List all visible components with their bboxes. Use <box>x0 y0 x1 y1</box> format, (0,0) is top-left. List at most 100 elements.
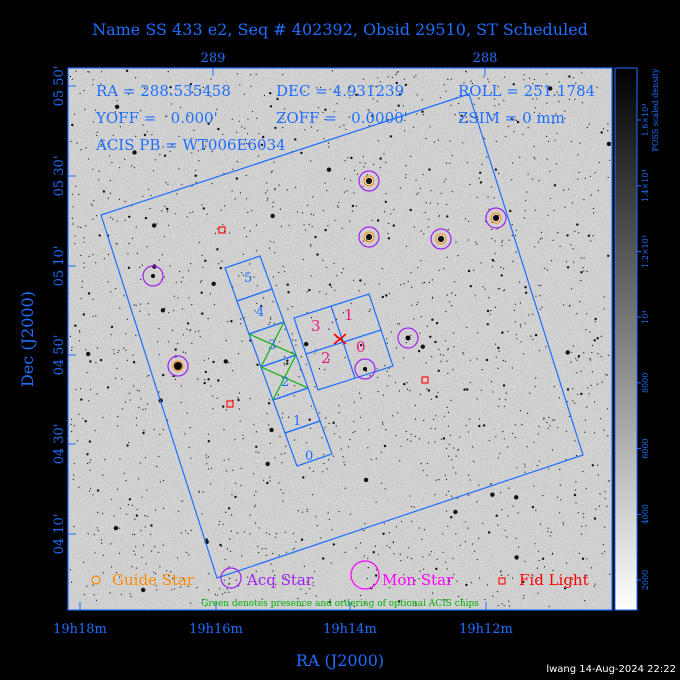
background-star <box>97 530 99 532</box>
background-star <box>363 529 365 532</box>
background-star <box>223 429 225 431</box>
background-star <box>488 208 490 210</box>
background-star <box>216 248 219 251</box>
background-star <box>607 130 609 132</box>
background-star <box>402 357 405 359</box>
background-star <box>520 341 522 343</box>
background-star <box>76 440 78 442</box>
background-star <box>126 318 128 320</box>
background-star <box>89 360 92 363</box>
background-star <box>537 241 540 243</box>
background-star <box>354 430 356 433</box>
background-star <box>88 71 90 73</box>
background-star <box>304 129 306 131</box>
background-star <box>363 166 365 168</box>
background-star <box>368 110 370 112</box>
background-star <box>211 183 213 185</box>
background-star <box>503 268 505 270</box>
background-star <box>498 172 500 174</box>
background-star <box>539 308 541 310</box>
background-star <box>163 154 167 157</box>
background-star <box>195 169 197 171</box>
background-star <box>421 538 423 540</box>
background-star <box>555 113 557 115</box>
background-star <box>403 283 405 285</box>
background-star <box>243 93 245 95</box>
background-star <box>515 251 517 253</box>
background-star <box>574 402 576 404</box>
background-star <box>216 108 218 110</box>
background-star <box>523 594 525 597</box>
background-star <box>72 206 74 208</box>
background-star <box>237 396 239 399</box>
background-star <box>291 351 293 353</box>
background-star <box>315 595 317 597</box>
background-star <box>547 531 549 533</box>
background-star <box>511 162 514 164</box>
background-star <box>223 459 225 461</box>
background-star <box>88 255 90 257</box>
background-star <box>465 71 467 73</box>
background-star <box>364 602 366 605</box>
background-star <box>269 480 271 482</box>
background-star <box>395 347 398 349</box>
background-star <box>366 577 368 580</box>
background-star <box>594 317 597 321</box>
background-star <box>416 113 418 115</box>
background-star <box>80 388 82 390</box>
background-star <box>267 197 269 199</box>
background-star <box>501 509 503 511</box>
background-star <box>242 438 244 440</box>
background-star <box>606 408 609 410</box>
background-star <box>181 500 183 502</box>
background-star <box>552 419 554 421</box>
background-star <box>221 545 223 547</box>
background-star <box>451 305 453 307</box>
background-star <box>238 408 241 410</box>
ra-tick-0: 19h18m <box>53 622 107 637</box>
background-star <box>455 533 457 535</box>
background-star <box>494 168 498 171</box>
background-star <box>400 559 402 562</box>
background-star <box>466 388 469 391</box>
background-star <box>121 378 123 380</box>
background-star <box>385 193 387 195</box>
background-star <box>207 456 209 458</box>
background-star <box>371 114 374 118</box>
background-star <box>400 284 402 286</box>
background-star <box>456 580 458 582</box>
background-star <box>589 331 591 333</box>
background-star <box>190 263 192 265</box>
background-star <box>435 479 437 481</box>
background-star <box>431 297 434 299</box>
background-star <box>488 297 490 299</box>
background-star <box>392 224 395 227</box>
background-star <box>497 346 500 350</box>
background-star <box>375 86 377 88</box>
background-star <box>188 270 190 272</box>
background-star <box>156 589 158 591</box>
background-star <box>427 389 430 392</box>
background-star <box>135 135 137 137</box>
background-star <box>89 388 92 391</box>
background-star <box>363 555 365 557</box>
background-star <box>303 91 305 93</box>
background-star <box>564 206 566 208</box>
background-star <box>463 82 465 84</box>
background-star <box>563 189 565 191</box>
background-star <box>186 328 188 330</box>
background-star <box>405 177 407 179</box>
background-star <box>392 415 394 417</box>
background-star <box>135 226 137 228</box>
background-star <box>178 270 181 273</box>
background-star <box>306 311 308 313</box>
background-star <box>503 289 506 291</box>
ra-axis-label: RA (J2000) <box>296 651 384 670</box>
background-stars <box>69 69 612 608</box>
background-star <box>557 232 559 234</box>
background-star <box>341 271 343 274</box>
background-star <box>218 524 220 526</box>
background-star <box>208 573 210 575</box>
background-star <box>306 508 308 511</box>
background-star <box>278 482 280 484</box>
